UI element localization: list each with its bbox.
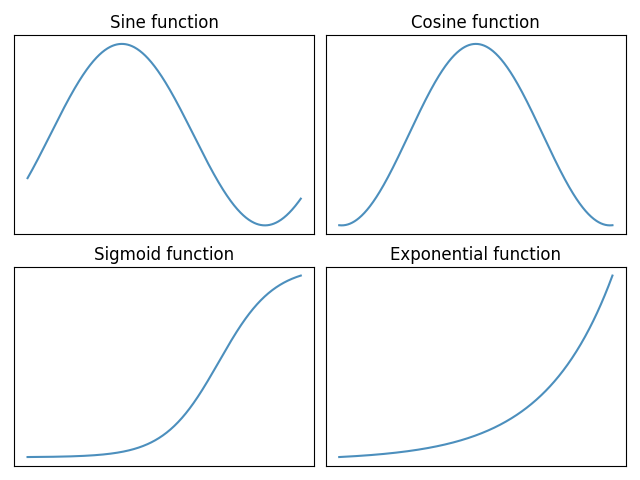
Title: Cosine function: Cosine function (412, 14, 540, 32)
Title: Sine function: Sine function (109, 14, 219, 32)
Title: Sigmoid function: Sigmoid function (94, 246, 234, 264)
Title: Exponential function: Exponential function (390, 246, 561, 264)
